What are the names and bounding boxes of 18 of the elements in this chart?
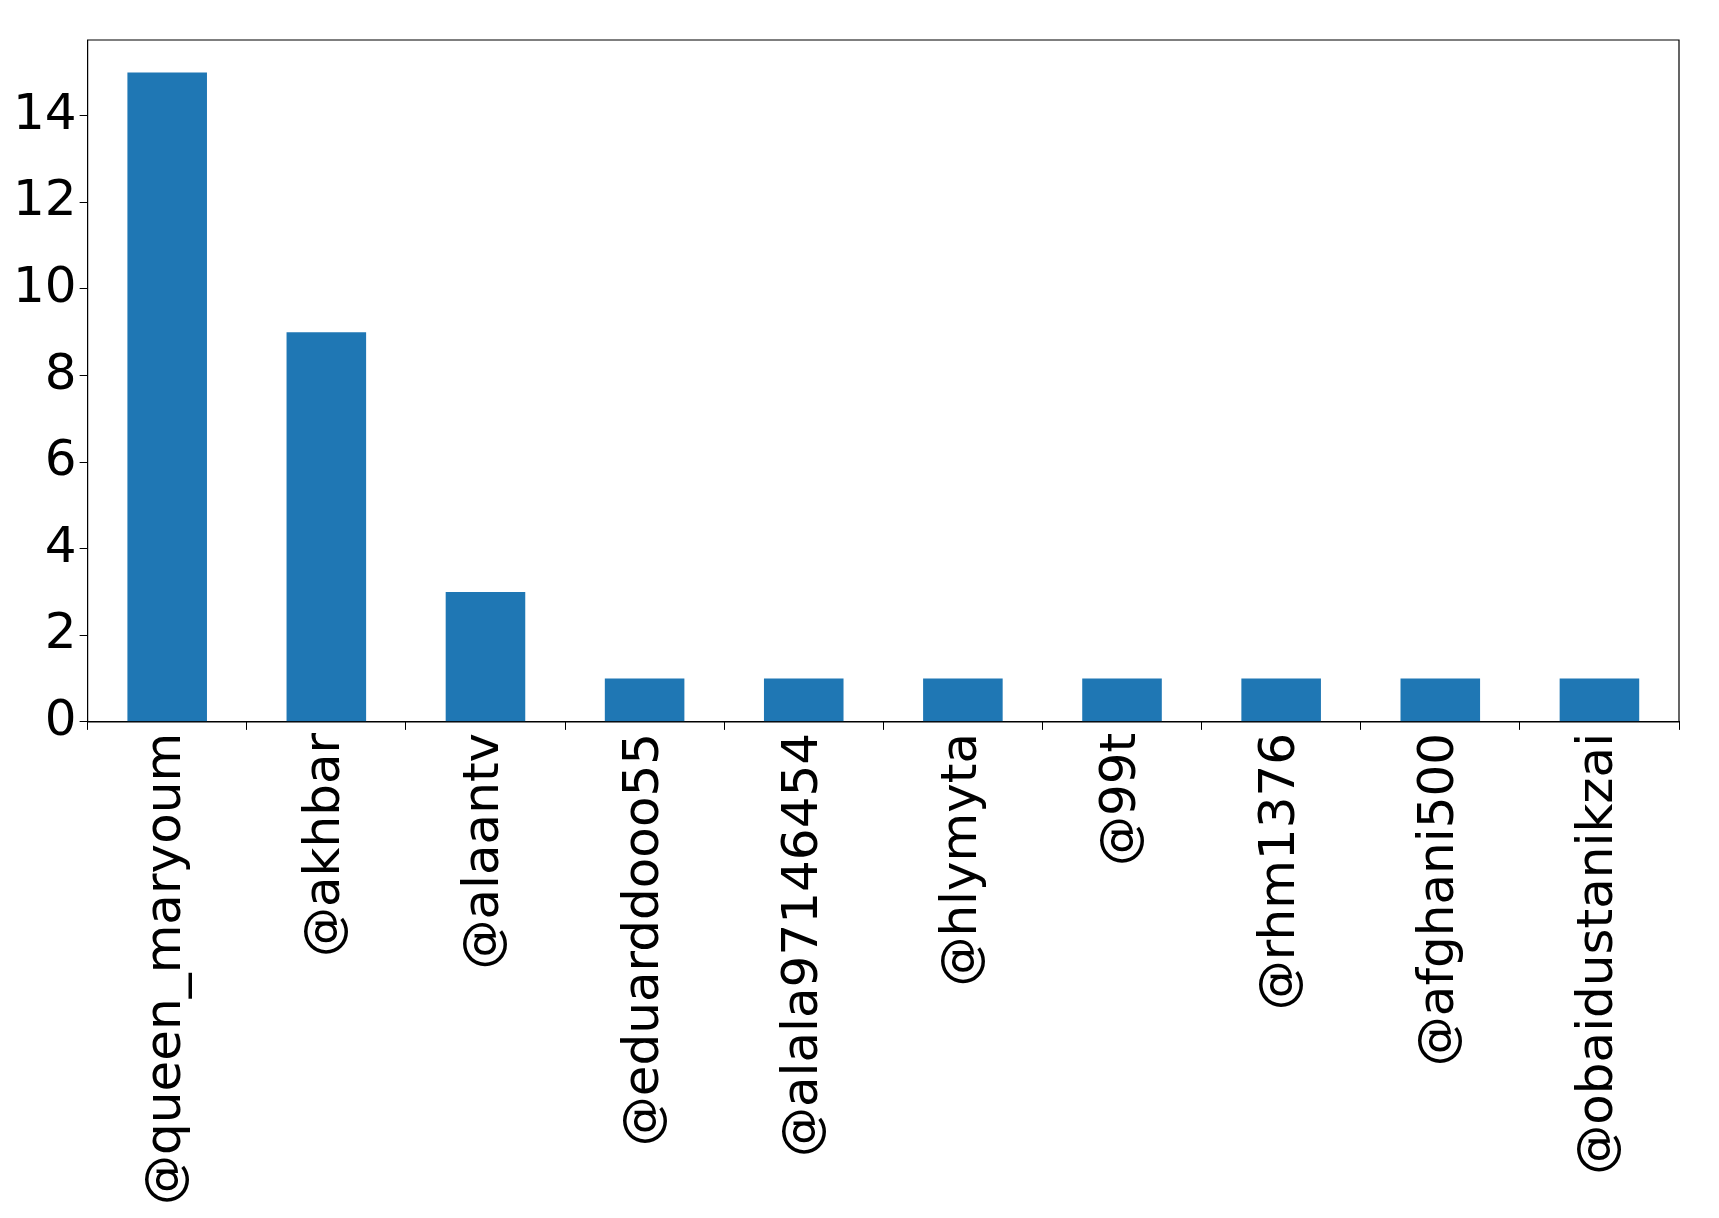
y-tick-label: 2 (44, 602, 77, 661)
y-tick-label: 6 (44, 429, 77, 488)
x-tick-label: @99t (1089, 732, 1147, 867)
y-tick-label: 4 (44, 515, 77, 574)
x-tick-label: @alala97146454 (770, 732, 829, 1158)
x-tick-label: @obaidustanikzai (1566, 732, 1625, 1175)
x-tick-label: @hlymyta (929, 732, 988, 987)
x-tick-label: @queen_maryoum (134, 732, 193, 1206)
y-tick-label: 12 (13, 169, 77, 228)
y-tick-label: 14 (13, 82, 77, 141)
x-tick-label: @rhm1376 (1248, 732, 1307, 1011)
y-tick-label: 10 (13, 255, 77, 314)
y-tick-label: 8 (44, 342, 77, 401)
y-tick-label: 0 (44, 688, 77, 747)
x-tick-label: @alaantv (452, 732, 511, 970)
x-tick-label: @akhbar (293, 732, 352, 958)
x-tick-label: @eduarddooo55 (611, 732, 670, 1147)
x-tick-label: @afghani500 (1407, 732, 1466, 1067)
